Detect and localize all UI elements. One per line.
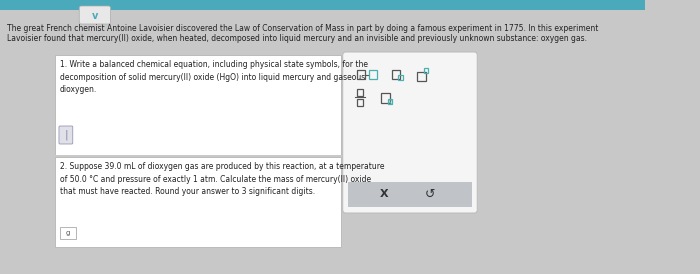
Bar	[356, 99, 363, 106]
Bar	[349, 182, 472, 207]
Bar	[388, 99, 393, 104]
Bar	[60, 227, 76, 239]
FancyBboxPatch shape	[79, 6, 111, 24]
Text: X: X	[380, 189, 389, 199]
Bar	[55, 157, 341, 247]
FancyBboxPatch shape	[59, 126, 73, 144]
Text: 2. Suppose 39.0 mL of dioxygen gas are produced by this reaction, at a temperatu: 2. Suppose 39.0 mL of dioxygen gas are p…	[60, 162, 384, 196]
Text: v: v	[92, 11, 98, 21]
Text: $\circlearrowleft$: $\circlearrowleft$	[422, 187, 436, 201]
Text: 40: 40	[388, 99, 394, 104]
FancyBboxPatch shape	[343, 52, 477, 213]
Text: g: g	[66, 230, 71, 236]
Bar	[424, 68, 428, 73]
Bar	[356, 89, 363, 96]
Text: |: |	[64, 130, 68, 140]
Text: The great French chemist Antoine Lavoisier discovered the Law of Conservation of: The great French chemist Antoine Lavoisi…	[8, 24, 598, 33]
Bar	[398, 75, 402, 80]
Bar	[417, 72, 426, 81]
Text: 1. Write a balanced chemical equation, including physical state symbols, for the: 1. Write a balanced chemical equation, i…	[60, 60, 368, 94]
Bar	[368, 70, 377, 79]
Bar	[391, 70, 400, 79]
Text: Lavoisier found that mercury(II) oxide, when heated, decomposed into liquid merc: Lavoisier found that mercury(II) oxide, …	[8, 34, 587, 43]
Bar	[0, 0, 645, 10]
Bar	[55, 55, 341, 155]
Bar	[381, 93, 390, 103]
Bar	[356, 70, 365, 79]
